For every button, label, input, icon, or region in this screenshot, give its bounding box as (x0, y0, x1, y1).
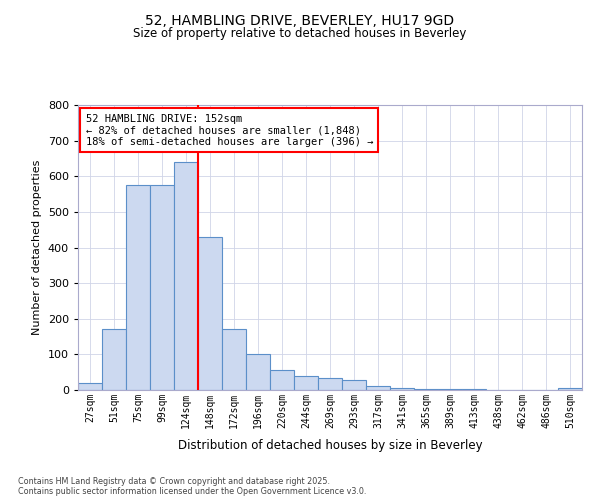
Bar (78, 383, 102, 390)
Text: Contains HM Land Registry data © Crown copyright and database right 2025.: Contains HM Land Registry data © Crown c… (18, 477, 330, 486)
Text: Size of property relative to detached houses in Beverley: Size of property relative to detached ho… (133, 28, 467, 40)
Bar (366, 386, 390, 390)
Bar (222, 330, 246, 390)
Bar (174, 162, 198, 390)
Bar (102, 330, 126, 390)
Bar (270, 370, 294, 390)
Y-axis label: Number of detached properties: Number of detached properties (32, 160, 42, 335)
Text: 52, HAMBLING DRIVE, BEVERLEY, HU17 9GD: 52, HAMBLING DRIVE, BEVERLEY, HU17 9GD (145, 14, 455, 28)
Bar (150, 185, 174, 390)
Bar (126, 185, 150, 390)
Bar (318, 378, 342, 390)
Bar (342, 380, 366, 390)
Bar (246, 354, 270, 390)
Text: 52 HAMBLING DRIVE: 152sqm
← 82% of detached houses are smaller (1,848)
18% of se: 52 HAMBLING DRIVE: 152sqm ← 82% of detac… (86, 114, 373, 147)
Bar (414, 389, 438, 390)
Bar (390, 388, 414, 390)
Bar (198, 237, 222, 390)
X-axis label: Distribution of detached houses by size in Beverley: Distribution of detached houses by size … (178, 439, 482, 452)
Bar (294, 376, 318, 390)
Bar (558, 388, 582, 390)
Text: Contains public sector information licensed under the Open Government Licence v3: Contains public sector information licen… (18, 487, 367, 496)
